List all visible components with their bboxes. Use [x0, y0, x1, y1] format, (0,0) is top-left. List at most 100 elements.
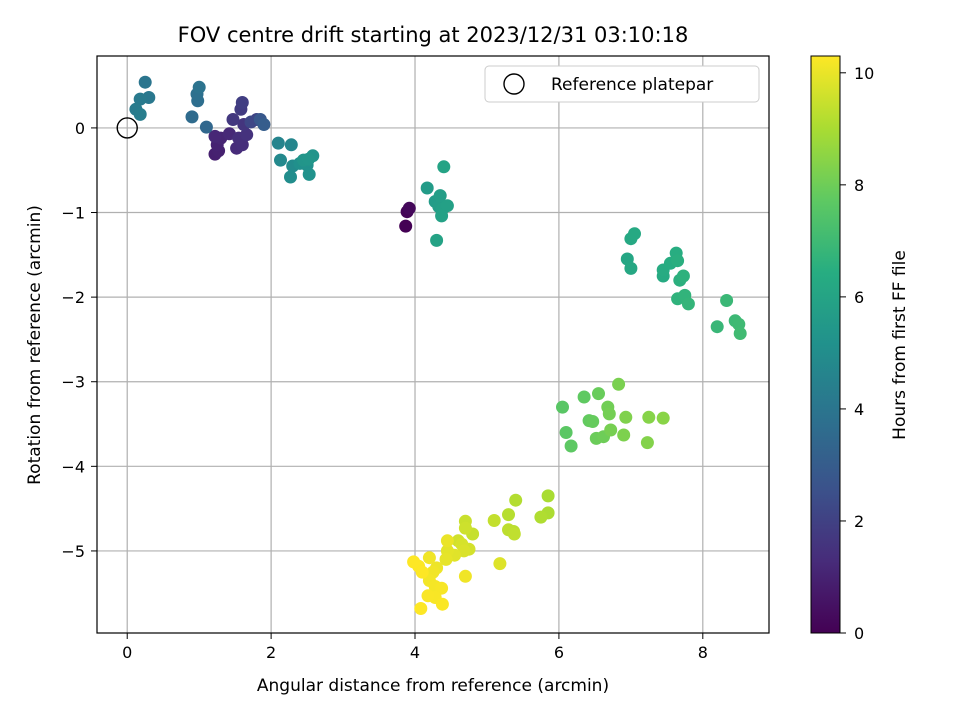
scatter-point: [435, 581, 449, 595]
scatter-point: [624, 261, 638, 275]
x-tick-label: 8: [698, 643, 708, 662]
y-tick-label: −2: [61, 288, 85, 307]
colorbar-gradient: [810, 55, 841, 634]
colorbar-tick-label: 4: [854, 400, 864, 419]
y-tick-label: −4: [61, 457, 85, 476]
scatter-point: [642, 410, 656, 424]
colorbar-tick-label: 2: [854, 512, 864, 531]
scatter-point: [628, 227, 641, 241]
scatter-point: [509, 493, 523, 507]
scatter-point: [208, 129, 222, 143]
scatter-point: [612, 377, 626, 391]
scatter-point: [564, 439, 578, 453]
x-axis-label: Angular distance from reference (arcmin): [257, 676, 609, 696]
scatter-point: [133, 92, 147, 106]
scatter-point: [435, 597, 449, 611]
x-axis-ticks: 0 2 4 6 8: [122, 633, 708, 662]
scatter-point: [257, 118, 271, 131]
scatter-point: [192, 80, 206, 94]
y-tick-label: −3: [61, 373, 85, 392]
x-tick-label: 4: [410, 643, 420, 662]
scatter-point: [302, 152, 315, 166]
scatter-point: [185, 110, 199, 124]
legend-box: [484, 65, 760, 103]
y-tick-label: 0: [75, 119, 85, 138]
x-tick-label: 0: [122, 643, 132, 662]
scatter-point: [240, 128, 254, 142]
scatter-point: [577, 390, 591, 404]
scatter-point: [720, 294, 734, 307]
scatter-point: [556, 400, 569, 414]
scatter-point: [487, 514, 501, 527]
y-tick-label: −1: [61, 204, 85, 223]
colorbar-tick-label: 8: [854, 176, 864, 195]
colorbar-label: Hours from first FF file: [890, 250, 910, 440]
scatter-point: [671, 254, 685, 268]
scatter-point: [435, 209, 449, 223]
scatter-point: [284, 170, 297, 184]
scatter-point: [133, 107, 147, 121]
scatter-point: [439, 552, 453, 566]
scatter-point: [733, 327, 747, 340]
colorbar-tick-label: 10: [854, 64, 874, 83]
colorbar-tick-label: 0: [854, 624, 864, 643]
legend: Reference platepar: [484, 65, 760, 103]
scatter-point: [421, 589, 435, 603]
scatter-point: [402, 201, 416, 215]
scatter-point: [433, 189, 447, 203]
scatter-point: [502, 508, 515, 522]
reference-marker: [116, 117, 138, 139]
scatter-point: [681, 297, 695, 311]
scatter-point: [284, 138, 298, 152]
scatter-point: [440, 534, 454, 548]
scatter-point: [493, 557, 507, 571]
colorbar-tick-label: 6: [854, 288, 864, 307]
scatter-point: [430, 233, 444, 247]
scatter-point: [138, 75, 152, 89]
scatter-point: [437, 160, 451, 174]
scatter-point: [415, 565, 429, 579]
scatter-point: [541, 489, 555, 503]
scatter-point: [302, 167, 316, 181]
scatter-point: [399, 219, 413, 233]
scatter-point: [656, 411, 670, 425]
scatter-point: [640, 436, 654, 450]
scatter-point: [602, 407, 616, 421]
y-tick-label: −5: [61, 542, 85, 561]
scatter-point: [407, 555, 421, 569]
scatter-point: [420, 181, 434, 195]
scatter-point: [710, 320, 724, 334]
plot-background: [97, 56, 769, 633]
colorbar: 0 2 4 6 8 10 Hours from first FF file: [810, 55, 910, 643]
scatter-points: [129, 75, 747, 615]
scatter-point: [604, 423, 618, 437]
scatter-point: [440, 199, 454, 213]
y-axis-label: Rotation from reference (arcmin): [25, 205, 45, 485]
legend-marker-reference: [503, 73, 525, 95]
scatter-point: [619, 410, 633, 424]
scatter-point: [271, 136, 285, 150]
scatter-point: [507, 527, 521, 541]
scatter-point: [592, 387, 605, 401]
scatter-point: [534, 510, 548, 524]
plot-frame: [96, 55, 770, 634]
scatter-point: [226, 113, 240, 126]
x-tick-label: 6: [554, 643, 564, 662]
legend-entry-reference: Reference platepar: [551, 75, 713, 95]
scatter-point: [617, 428, 631, 442]
scatter-point: [676, 269, 690, 283]
colorbar-ticks: 0 2 4 6 8 10: [840, 64, 874, 643]
chart-title: FOV centre drift starting at 2023/12/31 …: [178, 23, 689, 47]
scatter-point: [458, 521, 472, 535]
scatter-point: [422, 551, 436, 565]
scatter-point: [586, 415, 600, 428]
scatter-point: [274, 153, 287, 167]
scatter-point: [559, 426, 573, 439]
x-tick-label: 2: [266, 643, 276, 662]
plot-area: 0 2 4 6 8 0 −1 −2 −3 −4 −5: [61, 55, 770, 662]
y-axis-ticks: 0 −1 −2 −3 −4 −5: [61, 119, 97, 561]
scatter-point: [458, 569, 472, 583]
reference-platepar-marker: [116, 117, 138, 139]
scatter-point: [235, 96, 249, 109]
